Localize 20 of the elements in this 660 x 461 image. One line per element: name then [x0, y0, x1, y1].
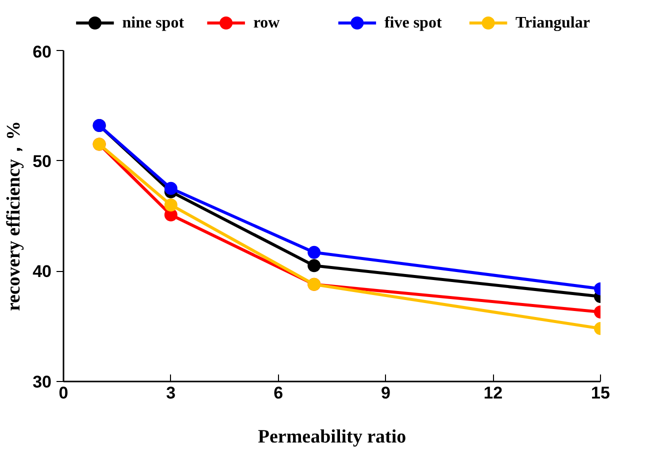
point: [164, 198, 178, 212]
x-tick-label: 3: [166, 384, 176, 402]
x-tick-label: 9: [380, 384, 390, 402]
x-tick-label: 15: [591, 384, 610, 402]
x-tick-label: 12: [484, 384, 503, 402]
point: [308, 246, 321, 259]
x-tick-label: 0: [58, 384, 68, 402]
point: [164, 182, 178, 195]
legend-label: five spot: [384, 14, 442, 32]
y-tick-label: 50: [32, 152, 52, 171]
legend-label: Triangular: [516, 14, 590, 32]
point: [308, 259, 321, 272]
y-tick-label: 30: [32, 372, 52, 392]
x-tick-label: 6: [274, 384, 284, 402]
y-tick-label: 40: [32, 262, 52, 282]
y-tick-label: 60: [32, 42, 52, 62]
legend-label: nine spot: [122, 14, 185, 32]
legend-label: row: [253, 14, 280, 32]
x-axis-title: Permeability ratio: [258, 426, 406, 448]
y-axis-title: recovery efficiency，%: [4, 120, 25, 312]
